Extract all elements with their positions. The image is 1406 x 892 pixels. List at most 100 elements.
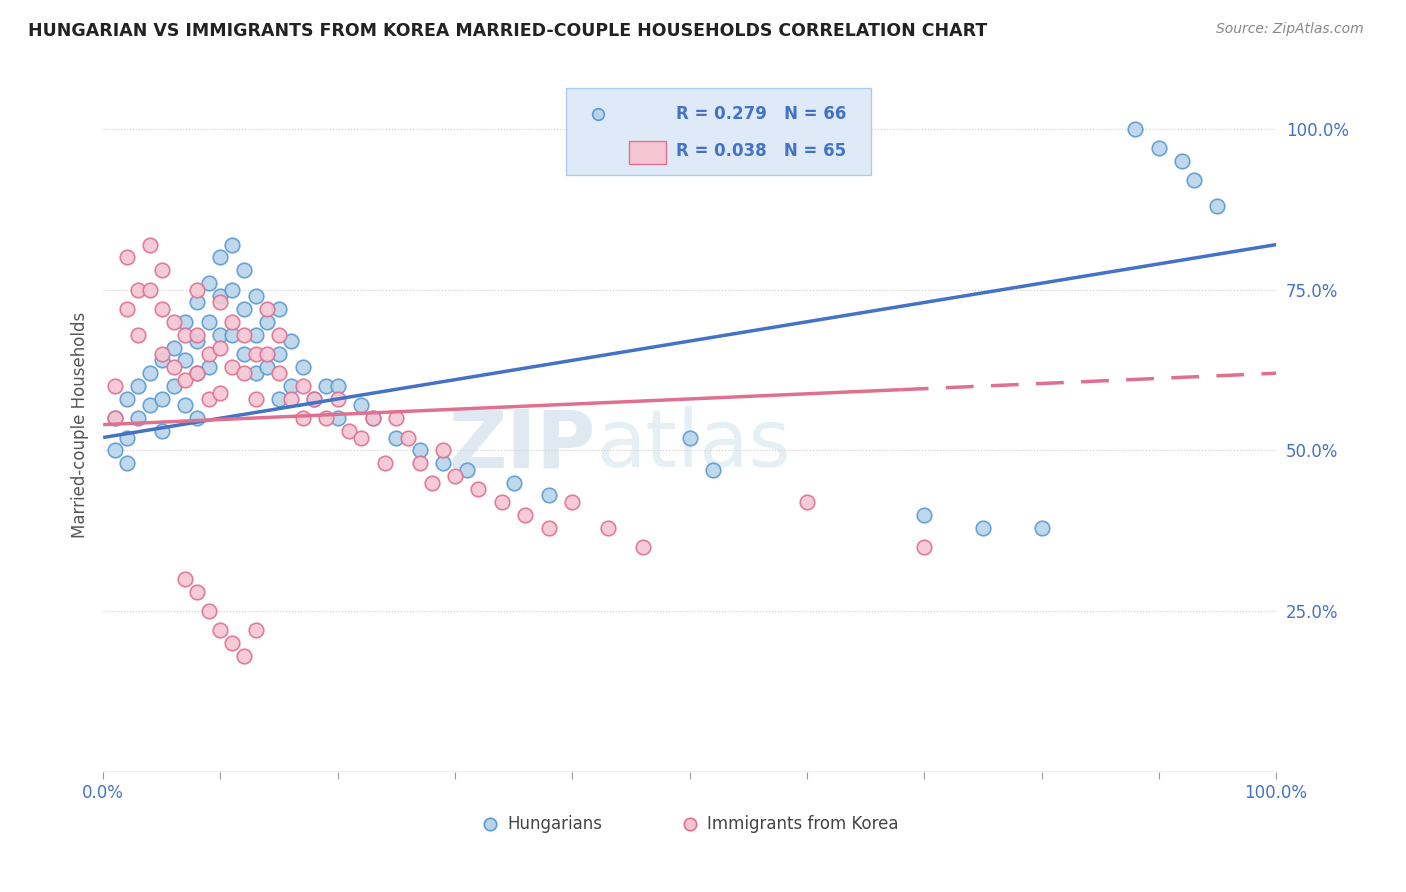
Point	[221, 327, 243, 342]
Point	[304, 392, 326, 406]
Point	[186, 295, 208, 310]
Point	[537, 488, 560, 502]
Point	[115, 301, 138, 316]
Point	[245, 392, 267, 406]
Point	[586, 155, 609, 169]
Point	[245, 327, 267, 342]
Point	[409, 443, 432, 458]
Point	[221, 237, 243, 252]
Point	[162, 315, 184, 329]
Point	[245, 289, 267, 303]
Point	[796, 495, 818, 509]
Point	[174, 327, 197, 342]
Point	[409, 456, 432, 470]
Point	[291, 379, 314, 393]
Point	[174, 373, 197, 387]
Point	[256, 315, 278, 329]
Point	[150, 347, 173, 361]
Point	[912, 508, 935, 522]
Text: Source: ZipAtlas.com: Source: ZipAtlas.com	[1216, 22, 1364, 37]
Point	[186, 283, 208, 297]
Point	[197, 604, 219, 618]
Point	[127, 327, 149, 342]
Point	[174, 572, 197, 586]
Point	[197, 359, 219, 374]
Y-axis label: Married-couple Households: Married-couple Households	[72, 311, 89, 538]
Point	[197, 276, 219, 290]
Text: Immigrants from Korea: Immigrants from Korea	[707, 815, 898, 833]
Point	[432, 443, 454, 458]
Point	[267, 301, 290, 316]
Point	[209, 289, 232, 303]
Point	[596, 520, 619, 534]
Point	[1171, 154, 1194, 169]
Point	[267, 366, 290, 380]
Point	[1123, 121, 1146, 136]
Point	[150, 424, 173, 438]
Point	[304, 392, 326, 406]
Point	[280, 334, 302, 348]
Point	[139, 237, 162, 252]
Point	[104, 379, 127, 393]
Text: Hungarians: Hungarians	[508, 815, 603, 833]
Point	[232, 649, 254, 664]
Point	[186, 411, 208, 425]
Point	[256, 301, 278, 316]
Point	[174, 353, 197, 368]
Point	[150, 353, 173, 368]
Point	[420, 475, 443, 490]
Point	[456, 463, 478, 477]
Point	[326, 411, 349, 425]
Point	[115, 251, 138, 265]
Point	[115, 430, 138, 444]
Point	[432, 456, 454, 470]
Point	[139, 398, 162, 412]
Text: HUNGARIAN VS IMMIGRANTS FROM KOREA MARRIED-COUPLE HOUSEHOLDS CORRELATION CHART: HUNGARIAN VS IMMIGRANTS FROM KOREA MARRI…	[28, 22, 987, 40]
Point	[150, 392, 173, 406]
Point	[209, 251, 232, 265]
Point	[280, 379, 302, 393]
Text: R = 0.279   N = 66: R = 0.279 N = 66	[675, 104, 846, 123]
Point	[186, 585, 208, 599]
Point	[361, 411, 384, 425]
Point	[115, 392, 138, 406]
Point	[561, 495, 583, 509]
Point	[197, 347, 219, 361]
Point	[315, 411, 337, 425]
Point	[1206, 199, 1229, 213]
Point	[209, 385, 232, 400]
Point	[209, 341, 232, 355]
Point	[174, 398, 197, 412]
Point	[1031, 520, 1053, 534]
Point	[280, 392, 302, 406]
Point	[267, 347, 290, 361]
Point	[374, 456, 396, 470]
Point	[537, 520, 560, 534]
Point	[444, 469, 467, 483]
Point	[972, 520, 994, 534]
Point	[221, 315, 243, 329]
Point	[291, 411, 314, 425]
Point	[1147, 141, 1170, 155]
Point	[291, 359, 314, 374]
Point	[515, 508, 537, 522]
Text: R = 0.038   N = 65: R = 0.038 N = 65	[675, 142, 845, 161]
Point	[162, 379, 184, 393]
Point	[267, 327, 290, 342]
Text: ZIP: ZIP	[449, 407, 596, 484]
Point	[256, 347, 278, 361]
Point	[127, 379, 149, 393]
Point	[221, 636, 243, 650]
Point	[221, 359, 243, 374]
Point	[245, 366, 267, 380]
Point	[350, 430, 373, 444]
Point	[702, 463, 724, 477]
Point	[186, 366, 208, 380]
Point	[150, 301, 173, 316]
Point	[361, 411, 384, 425]
FancyBboxPatch shape	[567, 87, 872, 175]
Point	[139, 283, 162, 297]
Point	[339, 424, 361, 438]
Point	[350, 398, 373, 412]
Point	[678, 430, 700, 444]
